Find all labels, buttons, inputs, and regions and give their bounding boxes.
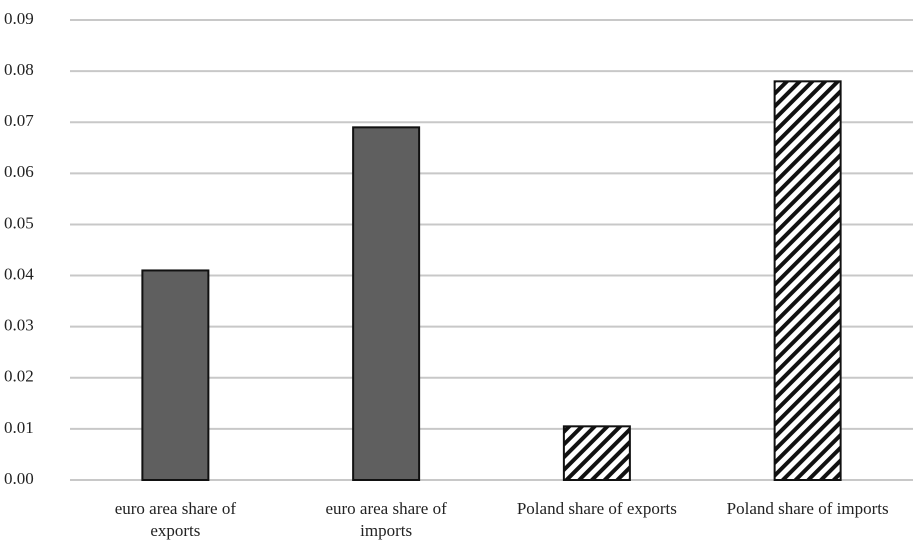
x-tick-label: euro area share of exports <box>114 499 237 540</box>
bar <box>352 126 421 481</box>
y-tick-label: 0.01 <box>4 418 34 437</box>
y-tick-label: 0.07 <box>4 111 34 130</box>
y-tick-label: 0.06 <box>4 162 34 181</box>
bar <box>773 80 842 481</box>
y-tick-label: 0.08 <box>4 60 34 79</box>
bar <box>141 269 210 482</box>
x-tick-label: euro area share of imports <box>325 499 447 540</box>
y-tick-label: 0.04 <box>4 264 34 283</box>
y-tick-label: 0.09 <box>4 9 34 28</box>
bar <box>562 425 631 482</box>
y-tick-label: 0.02 <box>4 367 34 386</box>
x-tick-label: Poland share of exports <box>516 499 677 518</box>
y-tick-label: 0.03 <box>4 316 34 335</box>
x-tick-label: Poland share of imports <box>726 499 889 518</box>
y-tick-label: 0.00 <box>4 469 34 488</box>
y-tick-label: 0.05 <box>4 213 34 232</box>
